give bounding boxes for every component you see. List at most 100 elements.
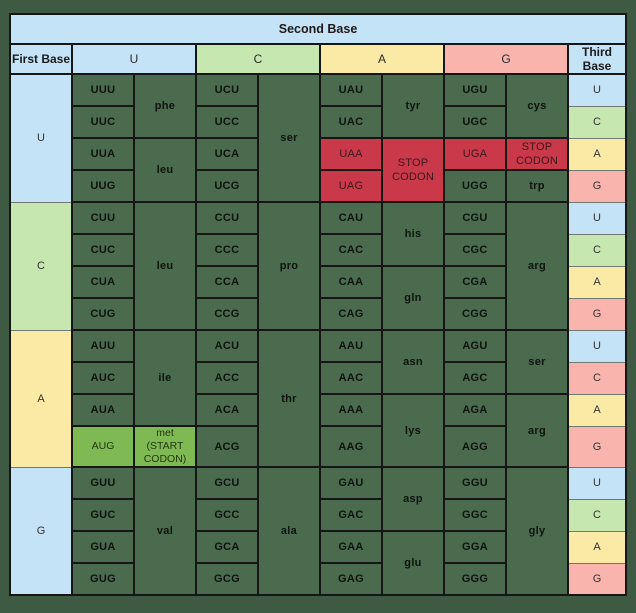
third-base-cell: U [566, 73, 628, 107]
codon-cell: CGC [443, 233, 507, 267]
codon-cell: GGC [443, 498, 507, 533]
codon-cell: GCC [195, 498, 259, 533]
start-codon-label-cell: met (START CODON) [133, 424, 197, 469]
codon-cell: UAC [319, 105, 383, 139]
codon-cell: UCA [195, 137, 259, 171]
third-base-cell: A [566, 265, 628, 299]
amino-cell: val [133, 466, 197, 597]
amino-cell: lys [381, 392, 445, 469]
codon-cell: GGU [443, 466, 507, 501]
amino-cell: cys [505, 73, 569, 139]
codon-cell: AGA [443, 393, 507, 427]
third-base-cell: G [566, 169, 628, 203]
first-base-cell: G [9, 466, 73, 596]
third-base-cell: G [566, 562, 628, 596]
first-base-cell: U [9, 73, 73, 203]
codon-cell: CUG [71, 297, 135, 331]
codon-cell: AAA [319, 393, 383, 427]
codon-cell: CGA [443, 265, 507, 299]
codon-cell: AGU [443, 329, 507, 363]
codon-cell: AGG [443, 424, 507, 469]
codon-cell: AUC [71, 361, 135, 395]
codon-cell: CCC [195, 233, 259, 267]
codon-cell: AUU [71, 329, 135, 363]
stop-codon-label-cell: STOP CODON [505, 137, 569, 171]
third-base-cell: C [566, 498, 628, 532]
third-base-cell: G [566, 425, 628, 468]
amino-cell: glu [381, 530, 445, 597]
third-base-cell: A [566, 137, 628, 171]
codon-cell: AUA [71, 393, 135, 427]
third-base-cell: U [566, 466, 628, 500]
amino-cell: gln [381, 265, 445, 331]
amino-cell: thr [257, 328, 321, 469]
start-codon-cell: AUG [71, 424, 135, 469]
amino-cell: asp [381, 466, 445, 533]
codon-cell: CUA [71, 265, 135, 299]
amino-cell: tyr [381, 73, 445, 139]
third-base-cell: U [566, 201, 628, 235]
codon-cell: UUA [71, 137, 135, 171]
amino-cell: ile [133, 329, 197, 427]
codon-cell: GUA [71, 530, 135, 565]
codon-cell: CAC [319, 233, 383, 267]
codon-cell: UUG [71, 169, 135, 203]
second-base-u-header: U [71, 43, 197, 75]
amino-cell: leu [133, 201, 197, 331]
codon-cell: ACU [195, 329, 259, 363]
codon-cell: UCU [195, 73, 259, 107]
second-base-a-header: A [319, 43, 445, 75]
stop-codon-cell: UAA [319, 137, 383, 171]
codon-cell: GGG [443, 562, 507, 597]
third-base-cell: C [566, 361, 628, 395]
codon-cell: GAA [319, 530, 383, 565]
amino-cell: his [381, 201, 445, 267]
codon-cell: GCG [195, 562, 259, 597]
codon-cell: GCA [195, 530, 259, 565]
third-base-cell: C [566, 105, 628, 139]
codon-cell: ACA [195, 393, 259, 427]
codon-cell: GGA [443, 530, 507, 565]
amino-cell: arg [505, 392, 569, 469]
stop-codon-cell: UGA [443, 137, 507, 171]
amino-cell: arg [505, 201, 569, 331]
third-base-cell: A [566, 393, 628, 427]
third-base-cell: U [566, 329, 628, 363]
third-base-cell: C [566, 233, 628, 267]
second-base-g-header: G [443, 43, 569, 75]
codon-cell: CAU [319, 201, 383, 235]
codon-cell: CAA [319, 265, 383, 299]
codon-cell: ACG [195, 424, 259, 469]
codon-cell: CGG [443, 297, 507, 331]
stop-codon-cell: UAG [319, 169, 383, 203]
amino-cell: phe [133, 73, 197, 139]
codon-cell: UGG [443, 169, 507, 203]
stop-codon-label-cell: STOP CODON [381, 137, 445, 203]
amino-cell: leu [133, 137, 197, 203]
codon-cell: GCU [195, 466, 259, 501]
codon-cell: CCG [195, 297, 259, 331]
codon-cell: ACC [195, 361, 259, 395]
codon-cell: UGC [443, 105, 507, 139]
codon-cell: CCA [195, 265, 259, 299]
codon-cell: GUC [71, 498, 135, 533]
second-base-c-header: C [195, 43, 321, 75]
codon-cell: GUG [71, 562, 135, 597]
codon-cell: AAU [319, 329, 383, 363]
codon-cell: UGU [443, 73, 507, 107]
amino-cell: ser [505, 329, 569, 395]
third-base-header: Third Base [566, 43, 628, 75]
codon-cell: UUC [71, 105, 135, 139]
codon-table: Second Base First Base U C A G Third Bas… [8, 13, 628, 597]
table-body: U UUU phe UCU ser UAU tyr UGU cys U UUC … [9, 73, 628, 597]
amino-cell: trp [505, 169, 569, 203]
codon-cell: UCG [195, 169, 259, 203]
codon-cell: CGU [443, 201, 507, 235]
third-base-cell: G [566, 297, 628, 331]
codon-cell: CAG [319, 297, 383, 331]
codon-cell: AAC [319, 361, 383, 395]
second-base-header: Second Base [8, 13, 628, 45]
codon-cell: GAU [319, 466, 383, 501]
codon-cell: UUU [71, 73, 135, 107]
third-base-cell: A [566, 530, 628, 564]
